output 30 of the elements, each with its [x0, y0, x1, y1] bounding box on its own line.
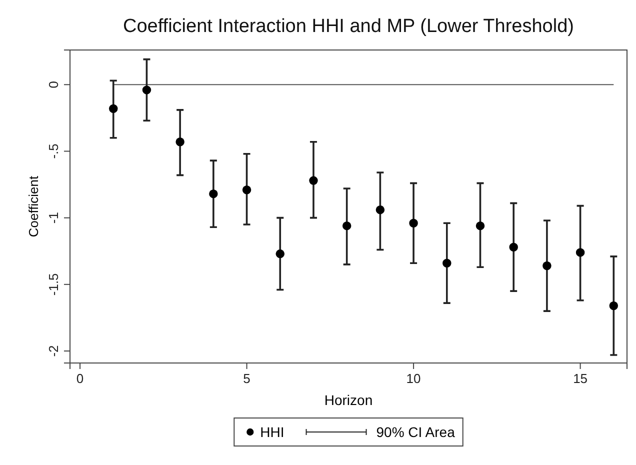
point: [242, 185, 252, 194]
chart-title: Coefficient Interaction HHI and MP (Lower Threshold): [123, 16, 574, 37]
x-tick-label: 0: [76, 371, 84, 386]
legend-label: HHI: [260, 424, 284, 440]
point: [108, 104, 118, 113]
point: [509, 242, 518, 252]
point: [576, 248, 585, 257]
point: [209, 189, 218, 198]
point: [342, 221, 352, 230]
point: [176, 138, 184, 146]
point: [609, 301, 618, 310]
point: [476, 221, 485, 230]
point: [376, 205, 385, 214]
text: 90% CI Area: [376, 424, 456, 440]
point: [276, 249, 284, 258]
point: [442, 258, 452, 268]
y-tick-label: 0: [46, 81, 61, 88]
point: [142, 86, 152, 94]
x-axis-title: Horizon: [324, 392, 373, 408]
x-tick-label: 15: [573, 371, 588, 386]
point: [542, 261, 552, 270]
x-tick-label: 10: [406, 371, 421, 386]
y-axis-title: Coefficient: [26, 176, 41, 238]
point: [409, 218, 418, 228]
y-tick-label: -.5: [46, 144, 61, 159]
x-tick-label: 5: [243, 371, 250, 386]
point: [309, 176, 318, 185]
y-tick-label: -2: [46, 345, 61, 357]
y-tick-label: -1: [46, 212, 61, 224]
y-tick-label: -1.5: [46, 273, 61, 296]
